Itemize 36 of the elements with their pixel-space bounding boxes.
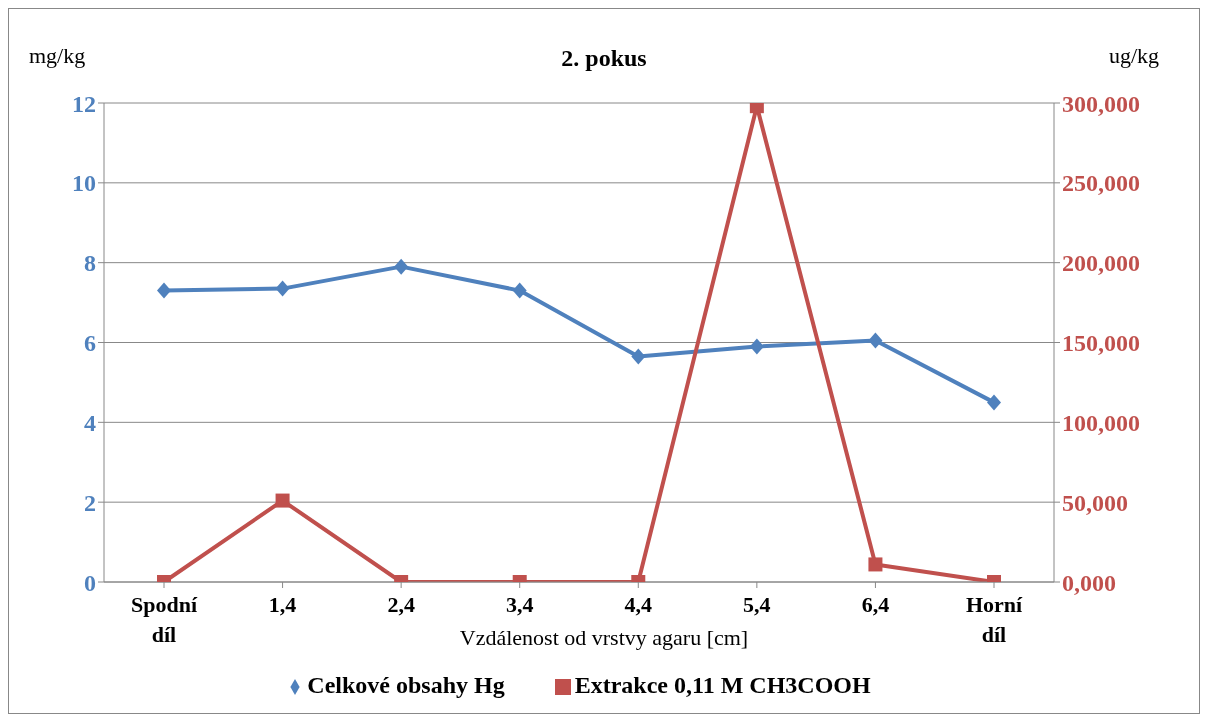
y-tick-label: 12 — [72, 90, 96, 117]
x-tick-label: 3,4 — [505, 592, 534, 617]
legend-label: Celkové obsahy Hg — [307, 672, 505, 698]
y2-tick-label: 200,000 — [1062, 250, 1140, 277]
point — [749, 338, 764, 355]
y-tick-label: 10 — [72, 170, 96, 197]
y2-tick-label: 100,000 — [1062, 409, 1140, 436]
point — [631, 348, 646, 365]
y-tick-label: 2 — [84, 489, 96, 516]
y-tick-label: 4 — [84, 409, 96, 436]
x-tick-label: Spodní díl — [130, 592, 198, 647]
x-tick-label: 6,4 — [861, 592, 890, 617]
x-tick-label: Horní díl — [965, 592, 1023, 647]
y2-axis-title: ug/kg — [1108, 43, 1159, 69]
y2-tick-label: 250,000 — [1062, 170, 1140, 197]
x-axis-title: Vzdálenost od vrstvy agaru [cm] — [459, 625, 749, 650]
y2-tick-label: 300,000 — [1062, 90, 1140, 117]
y-axis-title: mg/kg — [29, 43, 86, 69]
point — [512, 282, 527, 299]
x-tick-label: 2,4 — [387, 592, 415, 617]
y-tick-label: 0 — [84, 569, 96, 596]
y2-tick-label: 150,000 — [1062, 330, 1140, 357]
x-tick-label: 4,4 — [624, 592, 653, 617]
legend-label: Extrakce 0,11 M CH3COOH — [574, 672, 871, 698]
point — [275, 280, 290, 297]
chart-title: 2. pokus — [561, 45, 647, 71]
point — [987, 394, 1001, 411]
y2-tick-label: 0,000 — [1062, 569, 1116, 596]
y-tick-label: 8 — [84, 250, 96, 277]
y-tick-label: 6 — [84, 330, 96, 357]
y2-tick-label: 50,000 — [1062, 489, 1128, 516]
point — [157, 282, 171, 299]
x-tick-label: 1,4 — [268, 592, 297, 617]
point — [868, 332, 883, 349]
x-tick-label: 5,4 — [743, 592, 771, 617]
point — [394, 258, 409, 275]
